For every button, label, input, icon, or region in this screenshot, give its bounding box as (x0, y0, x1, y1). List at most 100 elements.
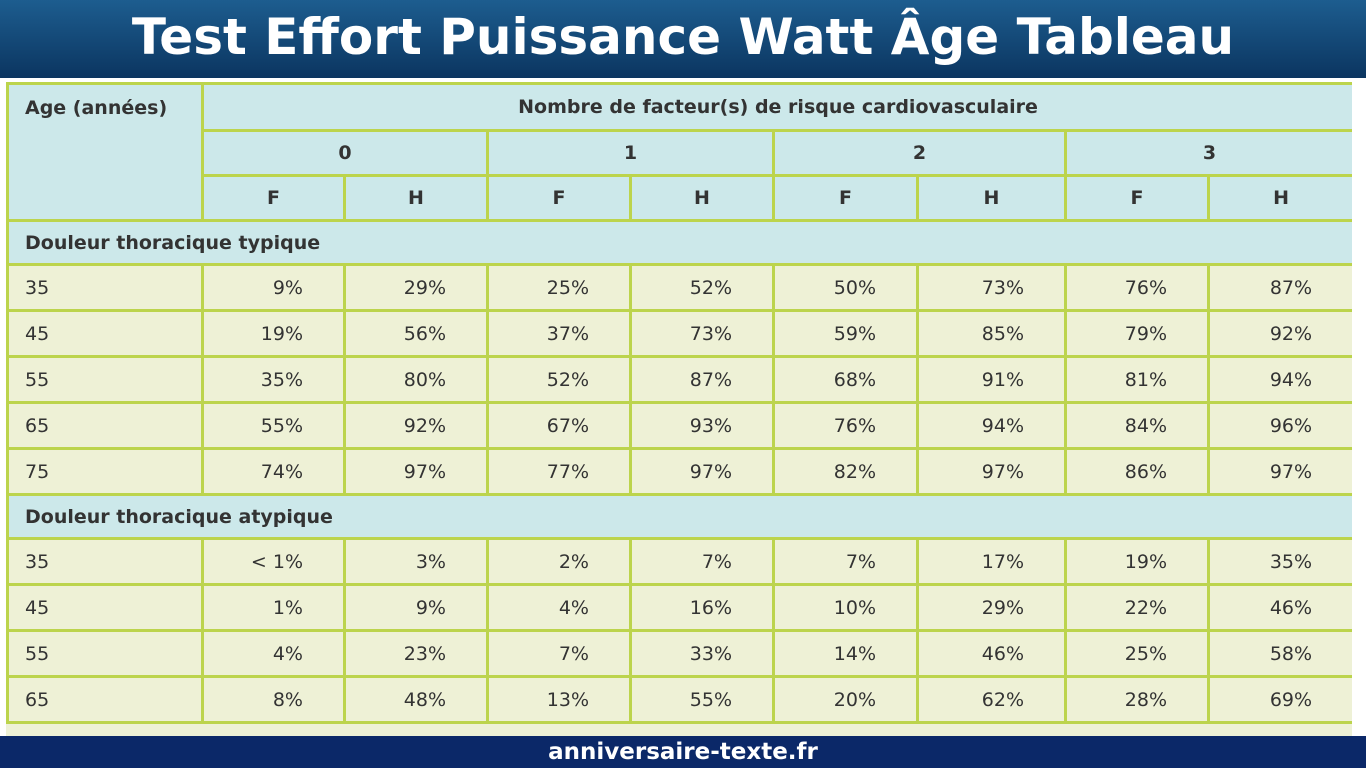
percent: 7% (486, 629, 632, 678)
percent: 55% (201, 401, 346, 450)
data-row: 35 9% 29% 25% 52% 50% 73% 76% 87% (6, 263, 1352, 312)
percent: 76% (772, 401, 919, 450)
percent: 23% (343, 629, 489, 678)
percent: 94% (1206, 355, 1352, 404)
percent: 29% (916, 583, 1067, 632)
percent: 4% (486, 583, 632, 632)
section-title: Douleur thoracique atypique (6, 493, 1352, 540)
percent: 87% (629, 355, 775, 404)
sex: H (343, 174, 489, 222)
percent: 2% (486, 537, 632, 586)
percent: 37% (486, 309, 632, 358)
data-row: 55 35% 80% 52% 87% 68% 91% 81% 94% (6, 355, 1352, 404)
age: 65 (6, 401, 204, 450)
percent: 85% (916, 309, 1067, 358)
percent: 97% (916, 447, 1067, 496)
age: 75 (6, 447, 204, 496)
percent: 1% (201, 583, 346, 632)
age: 35 (6, 537, 204, 586)
table: Age (années) Nombre de facteur(s) de risq… (6, 82, 1352, 724)
sex: F (1064, 174, 1210, 222)
section-row: Douleur thoracique typique (6, 219, 1352, 266)
percent: 29% (343, 263, 489, 312)
age: 45 (6, 309, 204, 358)
percent: 58% (1206, 629, 1352, 678)
percent: 7% (629, 537, 775, 586)
percent: 16% (629, 583, 775, 632)
sex: F (772, 174, 919, 222)
percent: 14% (772, 629, 919, 678)
percent: 79% (1064, 309, 1210, 358)
percent: 67% (486, 401, 632, 450)
data-row: 45 19% 56% 37% 73% 59% 85% 79% 92% (6, 309, 1352, 358)
risk-count: 0 (201, 129, 489, 177)
percent: 22% (1064, 583, 1210, 632)
percent: 91% (916, 355, 1067, 404)
data-row: 35 < 1% 3% 2% 7% 7% 17% 19% 35% (6, 537, 1352, 586)
percent: 73% (629, 309, 775, 358)
title-bar: Test Effort Puissance Watt Âge Tableau (0, 0, 1366, 78)
title: Test Effort Puissance Watt Âge Tableau (131, 8, 1235, 66)
percent: 77% (486, 447, 632, 496)
percent: 59% (772, 309, 919, 358)
percent: 25% (486, 263, 632, 312)
percent: 13% (486, 675, 632, 724)
percent: 9% (343, 583, 489, 632)
percent: 94% (916, 401, 1067, 450)
percent: 92% (343, 401, 489, 450)
percent: 73% (916, 263, 1067, 312)
risk-count: 3 (1063, 129, 1352, 177)
age: 65 (6, 675, 204, 724)
percent: 56% (343, 309, 489, 358)
percent: 82% (772, 447, 919, 496)
age: 35 (6, 263, 204, 312)
percent: 97% (343, 447, 489, 496)
percent: 10% (772, 583, 919, 632)
percent: 50% (772, 263, 919, 312)
site: anniversaire-texte.fr (548, 739, 818, 765)
sex: H (629, 174, 775, 222)
sex: F (201, 174, 346, 222)
section-row: Douleur thoracique atypique (6, 493, 1352, 540)
sex: F (486, 174, 632, 222)
header-row: Age (années) Nombre de facteur(s) de risq… (6, 82, 1352, 222)
sex: H (916, 174, 1067, 222)
risk-count: 2 (772, 129, 1067, 177)
data-row: 65 55% 92% 67% 93% 76% 94% 84% 96% (6, 401, 1352, 450)
data-row: 55 4% 23% 7% 33% 14% 46% 25% 58% (6, 629, 1352, 678)
percent: 35% (201, 355, 346, 404)
percent: 7% (772, 537, 919, 586)
percent: 25% (1064, 629, 1210, 678)
percent: 46% (916, 629, 1067, 678)
footer: anniversaire-texte.fr (0, 736, 1366, 768)
age: 55 (6, 629, 204, 678)
percent: 19% (201, 309, 346, 358)
percent: 69% (1206, 675, 1352, 724)
age: 45 (6, 583, 204, 632)
percent: 33% (629, 629, 775, 678)
risk-header: Nombre de facteur(s) de risque cardiovas… (200, 82, 1352, 132)
percent: 93% (629, 401, 775, 450)
percent: 97% (1206, 447, 1352, 496)
percent: 68% (772, 355, 919, 404)
percent: 84% (1064, 401, 1210, 450)
percent: 81% (1064, 355, 1210, 404)
percent: 74% (201, 447, 346, 496)
percent: 4% (201, 629, 346, 678)
percent: 87% (1206, 263, 1352, 312)
risk-count: 1 (486, 129, 775, 177)
data-row: 75 74% 97% 77% 97% 82% 97% 86% 97% (6, 447, 1352, 496)
percent: 3% (343, 537, 489, 586)
percent: 52% (486, 355, 632, 404)
percent: 62% (916, 675, 1067, 724)
sex: H (1206, 174, 1352, 222)
percent: 9% (201, 263, 346, 312)
data-row: 65 8% 48% 13% 55% 20% 62% 28% 69% (6, 675, 1352, 724)
percent: 48% (343, 675, 489, 724)
table-wrap: Age (années) Nombre de facteur(s) de risq… (6, 82, 1352, 736)
percent: 97% (629, 447, 775, 496)
section-title: Douleur thoracique typique (6, 219, 1352, 266)
percent: 76% (1064, 263, 1210, 312)
